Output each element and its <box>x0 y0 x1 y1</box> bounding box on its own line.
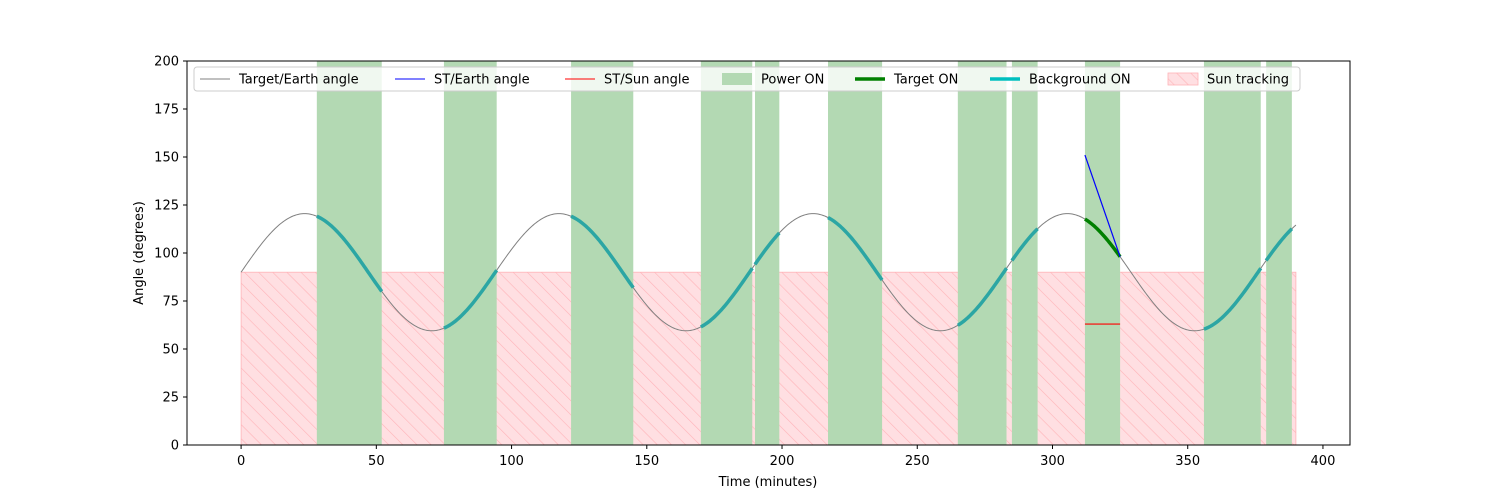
y-tick-label: 100 <box>154 247 179 262</box>
x-tick-label: 250 <box>905 454 930 469</box>
background-on-segment <box>827 216 884 282</box>
legend-entry: Power ON <box>722 73 824 88</box>
y-tick-label: 175 <box>154 103 179 118</box>
power-on-span <box>571 61 634 445</box>
x-tick-label: 400 <box>1311 454 1336 469</box>
y-tick-label: 125 <box>154 199 179 214</box>
legend-entry: ST/Earth angle <box>395 73 530 88</box>
x-axis-label: Time (minutes) <box>718 475 818 490</box>
legend-label: Power ON <box>761 73 824 88</box>
y-tick-label: 25 <box>162 391 179 406</box>
legend-entry: Target ON <box>855 73 958 88</box>
x-tick-label: 100 <box>499 454 524 469</box>
legend-swatch <box>1167 72 1199 86</box>
background-on-segment <box>753 231 781 266</box>
legend-entry: ST/Sun angle <box>565 73 690 88</box>
legend-label: ST/Sun angle <box>604 73 690 88</box>
power-on-span <box>316 61 382 445</box>
power-on-span <box>828 61 883 445</box>
background-on-segment <box>1264 227 1294 262</box>
legend-label: Sun tracking <box>1207 73 1289 88</box>
st-earth-angle-line <box>1084 154 1121 258</box>
y-tick-label: 75 <box>162 295 179 310</box>
power-on-span <box>700 61 753 445</box>
background-on-segment <box>570 214 635 289</box>
legend-label: Background ON <box>1029 73 1131 88</box>
background-on-segment <box>443 269 499 330</box>
y-tick-label: 150 <box>154 151 179 166</box>
x-tick-label: 200 <box>770 454 795 469</box>
background-on-segment <box>1203 267 1263 331</box>
power-on-span <box>443 61 497 445</box>
legend-entry: Background ON <box>990 73 1131 88</box>
y-tick-label: 0 <box>171 439 179 454</box>
legend-entry: Sun tracking <box>1167 72 1289 88</box>
background-on-segment <box>1010 227 1039 262</box>
legend-label: Target ON <box>893 73 958 88</box>
target-on-segment <box>1084 217 1122 258</box>
x-tick-label: 50 <box>368 454 385 469</box>
background-on-segment <box>700 267 754 329</box>
background-on-segment <box>316 214 384 293</box>
background-on-segment <box>956 267 1008 327</box>
x-tick-label: 300 <box>1040 454 1065 469</box>
legend-swatch <box>722 73 752 85</box>
y-axis-label: Angle (degrees) <box>132 201 147 305</box>
y-tick-label: 200 <box>154 55 179 70</box>
power-on-span <box>1084 61 1121 445</box>
legend-label: Target/Earth angle <box>238 73 359 88</box>
x-tick-label: 350 <box>1175 454 1200 469</box>
power-on-span <box>957 61 1007 445</box>
power-on-span <box>754 61 780 445</box>
y-tick-label: 50 <box>162 343 179 358</box>
legend-label: ST/Earth angle <box>434 73 530 88</box>
power-on-span <box>1203 61 1261 445</box>
legend-entry: Target/Earth angle <box>200 73 359 88</box>
x-tick-label: 0 <box>237 454 245 469</box>
legend: Target/Earth angle ST/Earth angle ST/Sun a… <box>193 66 1301 92</box>
x-tick-label: 150 <box>634 454 659 469</box>
